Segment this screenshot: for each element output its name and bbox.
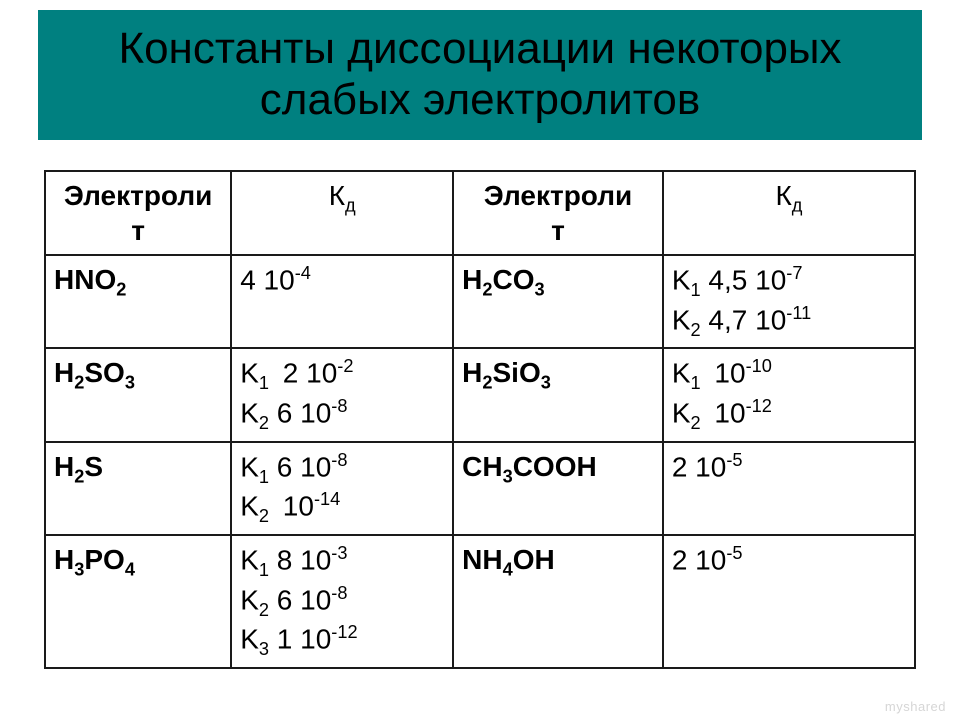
electrolyte-cell: NH4OH <box>453 535 663 668</box>
table-row: H2S K1 6 10-8K2 10-14 CH3COOH 2 10-5 <box>45 442 915 535</box>
constant-cell: 4 10-4 <box>231 255 453 348</box>
header-label: Кд <box>329 180 356 211</box>
electrolyte-cell: H3PO4 <box>45 535 231 668</box>
electrolyte-cell: HNO2 <box>45 255 231 348</box>
slide: Константы диссоциации некоторых слабых э… <box>0 0 960 720</box>
header-label: Электролит <box>64 180 212 246</box>
constant-cell: K1 2 10-2K2 6 10-8 <box>231 348 453 441</box>
header-electrolyte-1: Электролит <box>45 171 231 255</box>
header-kd-1: Кд <box>231 171 453 255</box>
table-row: HNO2 4 10-4 H2CO3 K1 4,5 10-7K2 4,7 10-1… <box>45 255 915 348</box>
constant-cell: K1 10-10K2 10-12 <box>663 348 915 441</box>
table-row: H2SO3 K1 2 10-2K2 6 10-8 H2SiO3 K1 10-10… <box>45 348 915 441</box>
header-kd-2: Кд <box>663 171 915 255</box>
constants-table: Электролит Кд Электролит Кд HNO2 4 10-4 … <box>44 170 916 669</box>
table-row: H3PO4 K1 8 10-3K2 6 10-8K3 1 10-12 NH4OH… <box>45 535 915 668</box>
electrolyte-cell: H2SO3 <box>45 348 231 441</box>
electrolyte-cell: H2SiO3 <box>453 348 663 441</box>
constant-cell: 2 10-5 <box>663 442 915 535</box>
header-electrolyte-2: Электролит <box>453 171 663 255</box>
table-header-row: Электролит Кд Электролит Кд <box>45 171 915 255</box>
constant-cell: K1 8 10-3K2 6 10-8K3 1 10-12 <box>231 535 453 668</box>
watermark: myshared <box>885 699 946 714</box>
electrolyte-cell: H2CO3 <box>453 255 663 348</box>
constant-cell: K1 6 10-8K2 10-14 <box>231 442 453 535</box>
header-label: Электролит <box>484 180 632 246</box>
slide-title: Константы диссоциации некоторых слабых э… <box>38 24 922 125</box>
constant-cell: K1 4,5 10-7K2 4,7 10-11 <box>663 255 915 348</box>
header-label: Кд <box>775 180 802 211</box>
electrolyte-cell: H2S <box>45 442 231 535</box>
constant-cell: 2 10-5 <box>663 535 915 668</box>
electrolyte-cell: CH3COOH <box>453 442 663 535</box>
title-box: Константы диссоциации некоторых слабых э… <box>38 10 922 140</box>
